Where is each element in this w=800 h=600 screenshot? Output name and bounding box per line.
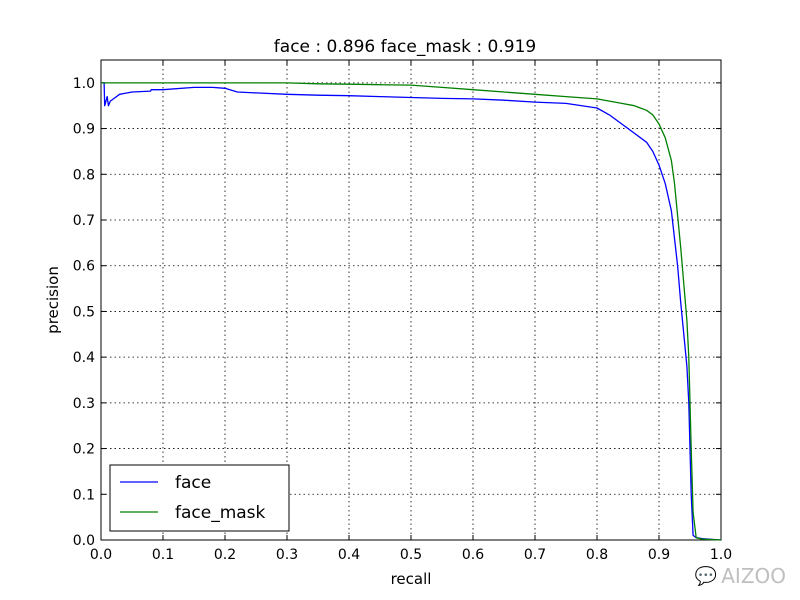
y-axis: 0.0 0.1 0.2 0.3 0.4 0.5 0.6 0.7 0.8 0.9 1.0 — [73, 76, 721, 549]
series-line-face — [101, 82, 722, 541]
legend-label-face-mask: face_mask — [175, 503, 266, 523]
x-tick-label: 0.3 — [276, 547, 298, 563]
x-tick-label: 0.2 — [214, 547, 236, 563]
legend-label-face: face — [175, 473, 211, 493]
x-tick-label: 0.4 — [338, 547, 360, 563]
wechat-icon: 💬 — [694, 565, 718, 587]
watermark-text: AIZOO — [721, 564, 786, 588]
x-tick-label: 0.0 — [90, 547, 112, 563]
series-line-face-mask — [101, 82, 722, 541]
x-tick-label: 0.6 — [462, 547, 484, 563]
y-tick-label: 0.1 — [73, 487, 95, 503]
x-tick-label: 0.8 — [586, 547, 608, 563]
y-tick-label: 1.0 — [73, 76, 95, 92]
x-tick-label: 1.0 — [710, 547, 732, 563]
legend-box — [109, 464, 290, 532]
y-tick-label: 0.4 — [73, 350, 95, 366]
legend: face face_mask — [109, 464, 290, 532]
y-tick-label: 0.6 — [73, 259, 95, 275]
y-tick-label: 0.2 — [73, 442, 95, 458]
watermark: 💬 AIZOO — [695, 564, 786, 588]
y-tick-label: 0.8 — [73, 167, 95, 183]
y-tick-label: 0.9 — [73, 122, 95, 138]
y-tick-label: 0.0 — [73, 533, 95, 549]
x-axis: 0.0 0.1 0.2 0.3 0.4 0.5 0.6 0.7 0.8 0.9 1.0 — [90, 60, 732, 563]
grid — [101, 60, 721, 540]
x-tick-label: 0.7 — [524, 547, 546, 563]
y-tick-label: 0.7 — [73, 213, 95, 229]
y-tick-label: 0.3 — [73, 396, 95, 412]
x-tick-label: 0.1 — [152, 547, 174, 563]
chart-title: face : 0.896 face_mask : 0.919 — [274, 37, 536, 57]
y-tick-label: 0.5 — [73, 304, 95, 320]
y-axis-label: precision — [44, 266, 62, 334]
x-axis-label: recall — [391, 570, 432, 588]
series-layer — [101, 82, 722, 541]
x-tick-label: 0.9 — [648, 547, 670, 563]
x-tick-label: 0.5 — [400, 547, 422, 563]
